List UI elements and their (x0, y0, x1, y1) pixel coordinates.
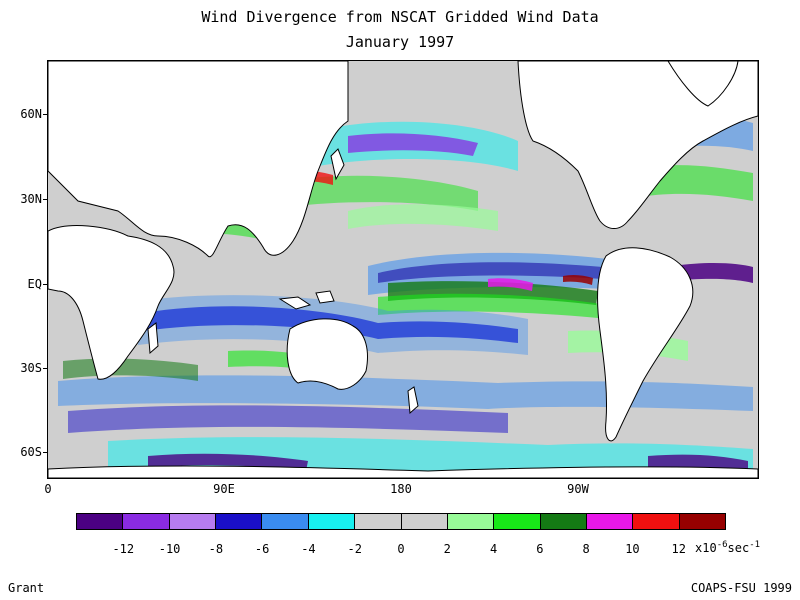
lat-label-60s: 60S (20, 445, 42, 459)
lat-tick (43, 452, 48, 453)
colorbar-swatch (401, 514, 448, 529)
land-masses (48, 61, 758, 478)
africa-land (48, 225, 175, 380)
institution-credit: COAPS-FSU 1999 (690, 581, 792, 595)
colorbar-swatch (216, 514, 263, 529)
map-field (48, 61, 758, 478)
colorbar-swatch (494, 514, 541, 529)
colorbar-swatch (679, 514, 726, 529)
map-title: Wind Divergence from NSCAT Gridded Wind … (201, 8, 599, 26)
antarctica-land (48, 465, 758, 478)
colorbar-swatch (123, 514, 170, 529)
author-credit: Grant (8, 581, 45, 595)
colorbar-tick-label: -10 (158, 542, 181, 556)
lat-tick (43, 199, 48, 200)
colorbar-swatch (633, 514, 680, 529)
divergence-map (47, 60, 759, 479)
lat-label-eq: EQ (27, 277, 42, 291)
colorbar-swatch (586, 514, 634, 529)
japan-land (330, 148, 345, 181)
colorbar-tick-label: 6 (536, 542, 544, 556)
australia-land (286, 318, 368, 390)
madagascar-land (147, 322, 159, 355)
colorbar-units: x10-6sec-1 (695, 540, 761, 555)
colorbar-tick-label: -8 (208, 542, 224, 556)
lon-label-180: 180 (390, 482, 412, 496)
colorbar-tick-label: -12 (112, 542, 135, 556)
indonesia-land (278, 296, 312, 310)
colorbar-tick-label: 0 (397, 542, 405, 556)
colorbar-swatch (447, 514, 495, 529)
colorbar-tick-label: -2 (347, 542, 362, 556)
colorbar-tick-label: -6 (254, 542, 270, 556)
lat-label-30n: 30N (20, 192, 42, 206)
lat-tick (43, 368, 48, 369)
colorbar-swatch (262, 514, 309, 529)
lat-label-30s: 30S (20, 361, 42, 375)
lat-tick (43, 114, 48, 115)
colorbar (76, 513, 726, 530)
divergence-field (53, 65, 753, 478)
colorbar-swatch (77, 514, 124, 529)
colorbar-swatch (355, 514, 402, 529)
colorbar-tick-label: 8 (582, 542, 590, 556)
colorbar-swatch (540, 514, 587, 529)
lat-tick (43, 284, 48, 285)
greenland-land (667, 61, 739, 107)
new-zealand-land (407, 386, 419, 415)
lon-label-0: 0 (44, 482, 52, 496)
lon-label-90e: 90E (213, 482, 235, 496)
north-america-land (517, 61, 758, 229)
lon-label-90w: 90W (567, 482, 589, 496)
eurasia-land (48, 61, 349, 258)
colorbar-swatch (169, 514, 217, 529)
colorbar-tick-label: -4 (301, 542, 316, 556)
colorbar-swatch (308, 514, 356, 529)
map-subtitle: January 1997 (345, 33, 455, 51)
lat-label-60n: 60N (20, 107, 42, 121)
colorbar-tick-label: 10 (625, 542, 640, 556)
colorbar-tick-label: 12 (671, 542, 686, 556)
colorbar-tick-label: 2 (443, 542, 451, 556)
south-america-land (597, 247, 694, 442)
colorbar-tick-label: 4 (489, 542, 498, 556)
